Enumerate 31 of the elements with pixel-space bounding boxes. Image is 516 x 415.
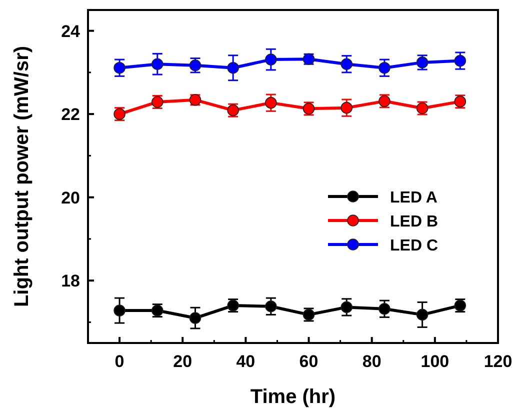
point bbox=[454, 54, 466, 67]
x-tick-label: 100 bbox=[420, 352, 450, 371]
point bbox=[416, 308, 428, 321]
point bbox=[189, 312, 202, 324]
point bbox=[227, 62, 239, 74]
x-tick-label: 80 bbox=[362, 352, 382, 371]
y-tick-label: 20 bbox=[61, 188, 80, 208]
x-tick-label: 40 bbox=[236, 352, 256, 371]
point bbox=[378, 62, 390, 74]
y-tick-label: 24 bbox=[61, 22, 81, 41]
legend-label: LED C bbox=[390, 238, 438, 254]
legend-label: LED B bbox=[390, 214, 438, 230]
x-tick-label: 20 bbox=[173, 352, 192, 371]
x-tick-label: 60 bbox=[299, 352, 318, 371]
point bbox=[151, 58, 164, 70]
point bbox=[378, 302, 390, 315]
x-tick-label: 0 bbox=[114, 352, 124, 371]
point bbox=[265, 300, 277, 312]
point bbox=[340, 58, 353, 70]
y-tick-label: 22 bbox=[61, 105, 80, 124]
x-tick-label: 120 bbox=[484, 352, 512, 371]
point bbox=[114, 304, 126, 316]
x-axis-title: Time (hr) bbox=[250, 386, 336, 408]
legend-label: LED A bbox=[390, 190, 438, 206]
point bbox=[114, 62, 126, 74]
point bbox=[265, 96, 277, 109]
y-tick-label: 18 bbox=[61, 272, 80, 291]
y-axis-title: Light output power (mW/sr) bbox=[11, 46, 33, 308]
point bbox=[340, 301, 353, 314]
point bbox=[340, 102, 353, 114]
point bbox=[265, 54, 277, 66]
